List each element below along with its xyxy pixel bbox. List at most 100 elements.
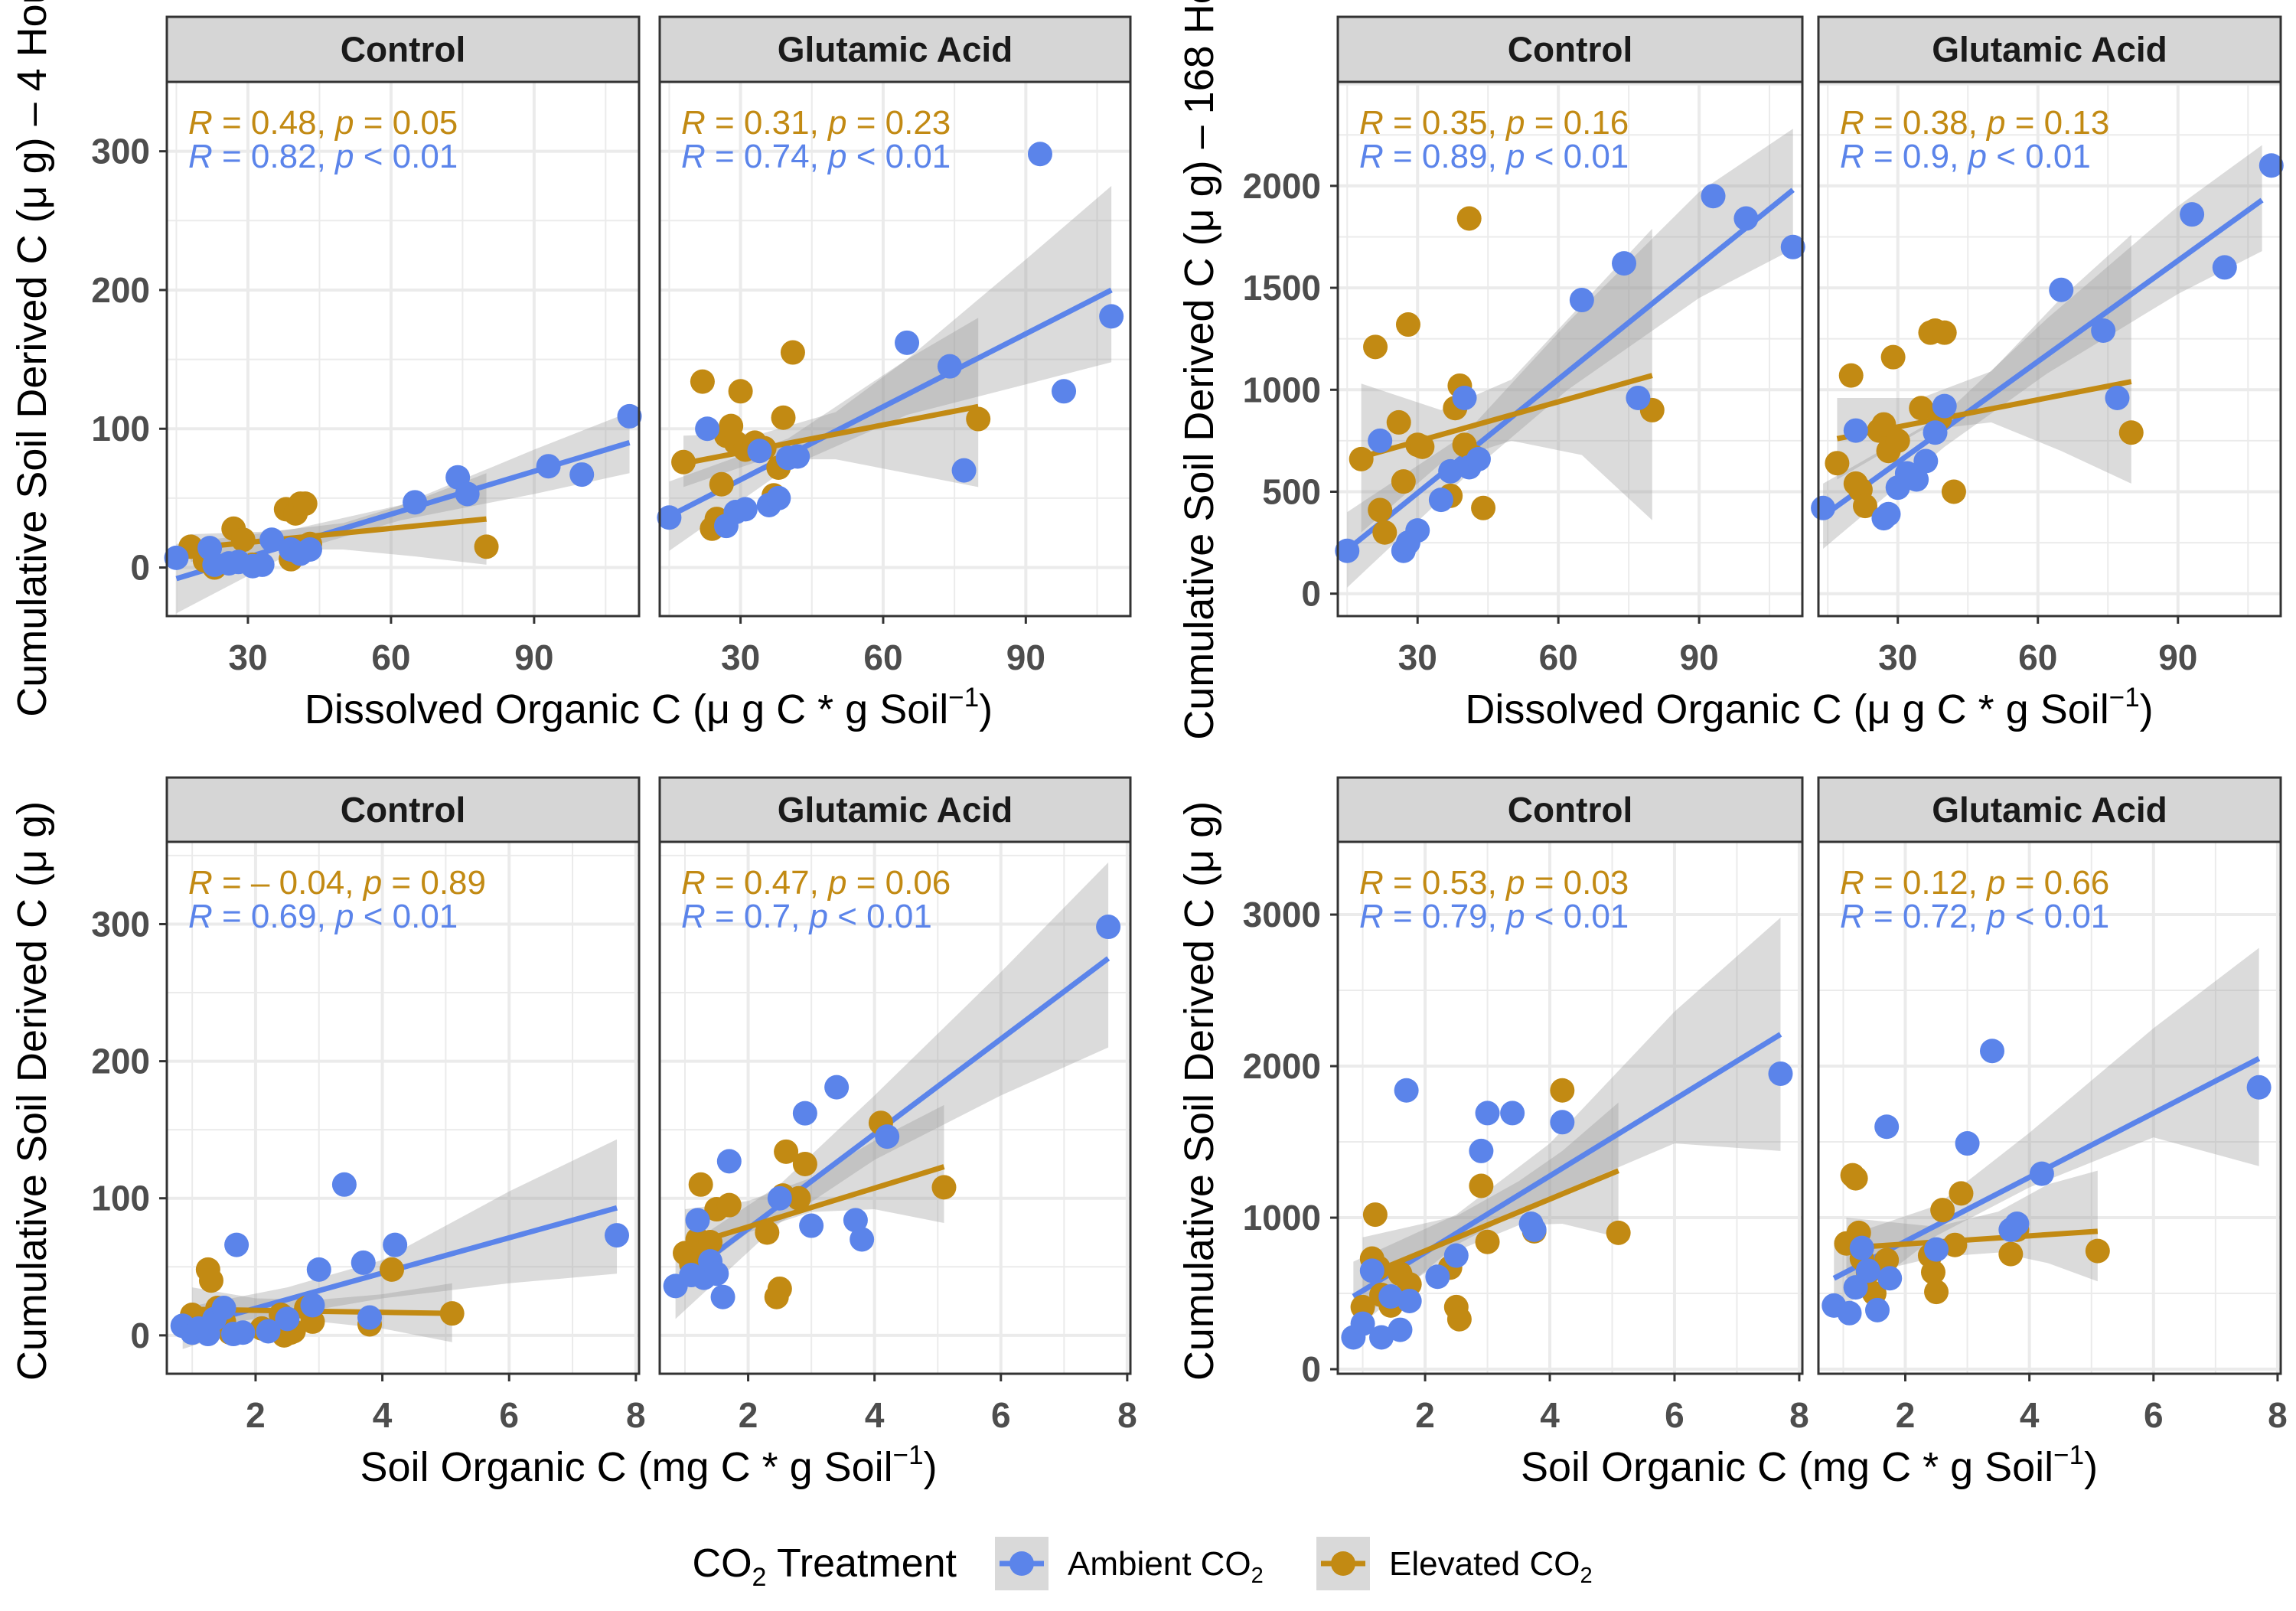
ambient-data-point: [2258, 153, 2284, 178]
ambient-data-point: [1099, 304, 1124, 329]
elevated-correlation-label: R = 0.35, p = 0.16: [1359, 104, 1629, 142]
elevated-data-point: [792, 1151, 817, 1176]
ambient-confidence-band: [1823, 145, 2262, 550]
panel-border: [1817, 840, 2282, 1375]
ambient-data-point: [1405, 518, 1430, 543]
elevated-data-point: [728, 379, 753, 404]
elevated-data-point: [1885, 428, 1910, 453]
elevated-data-point: [1930, 1198, 1955, 1223]
ambient-data-point: [300, 1293, 325, 1318]
elevated-data-point: [1838, 363, 1864, 388]
gridlines: [167, 81, 639, 616]
elevated-data-point: [1949, 1181, 1974, 1206]
elevated-data-point: [671, 449, 696, 474]
x-tick-label: 8: [2268, 1395, 2288, 1435]
gridlines: [1338, 82, 1802, 616]
y-tick-label: 0: [130, 1316, 150, 1355]
ambient-data-point: [1733, 206, 1759, 231]
x-tick-label: 30: [1878, 638, 1917, 677]
facet-control: Control R = – 0.04, p = 0.89R = 0.69, p <…: [91, 776, 646, 1435]
ambient-data-point: [695, 416, 720, 442]
elevated-data-point: [1456, 206, 1482, 231]
elevated-data-point: [709, 471, 734, 497]
ambient-data-point: [1913, 448, 1939, 474]
elevated-data-point: [2118, 420, 2144, 445]
facet-control: Control R = 0.53, p = 0.03R = 0.79, p < 0…: [1243, 776, 1809, 1435]
ambient-data-point: [2105, 385, 2130, 410]
facet-strip-label: Glutamic Acid: [1932, 30, 2167, 70]
elevated-data-point: [716, 1192, 742, 1218]
elevated-data-point: [1998, 1241, 2024, 1267]
ambient-data-point: [1843, 1275, 1868, 1300]
elevated-data-point: [1880, 344, 1906, 370]
ambient-data-point: [767, 1185, 792, 1211]
plot-background: [167, 842, 639, 1374]
ambient-data-point: [306, 1257, 331, 1282]
ambient-data-point: [224, 1232, 249, 1257]
x-tick-label: 90: [1680, 638, 1719, 677]
x-tick-label: 4: [373, 1395, 393, 1435]
elevated-confidence-band: [685, 1104, 944, 1281]
facet-glutamic-acid: Glutamic Acid R = 0.12, p = 0.66R = 0.72,…: [1817, 776, 2288, 1435]
y-tick-label: 2000: [1243, 1046, 1321, 1086]
ambient-data-point: [1425, 1264, 1450, 1290]
ambient-data-point: [256, 1319, 281, 1344]
elevated-data-point: [780, 340, 805, 365]
panel-border: [165, 840, 641, 1375]
elevated-data-point: [1550, 1078, 1575, 1103]
ambient-data-point: [1865, 1297, 1890, 1322]
x-axis-title: Soil Organic C (mg C * g Soil−1​): [1521, 1440, 2098, 1490]
x-axis-title: Soil Organic C (mg C * g Soil−1​): [360, 1440, 937, 1490]
elevated-data-point: [292, 491, 318, 517]
elevated-data-point: [1909, 396, 1934, 421]
elevated-data-point: [439, 1301, 465, 1326]
ambient-data-point: [1350, 1311, 1375, 1336]
ambient-data-point: [164, 545, 189, 570]
x-tick-label: 2: [739, 1395, 758, 1435]
legend-point-elevated: [1331, 1551, 1355, 1576]
x-tick-label: 6: [2144, 1395, 2164, 1435]
elevated-data-point: [1410, 434, 1435, 459]
x-tick-label: 2: [1415, 1395, 1435, 1435]
facet-strip-label: Control: [1508, 790, 1633, 830]
elevated-data-point: [1874, 1247, 1900, 1273]
ambient-data-point: [2246, 1075, 2272, 1100]
elevated-correlation-label: R = 0.12, p = 0.66: [1840, 864, 2109, 902]
ambient-data-point: [1980, 1039, 2005, 1064]
x-tick-label: 4: [1540, 1395, 1560, 1435]
ambient-data-point: [1394, 1078, 1419, 1103]
legend-key-elevated: [1316, 1537, 1370, 1590]
ambient-data-point: [617, 403, 642, 429]
facet-strip-label: Glutamic Acid: [778, 790, 1013, 830]
x-tick-label: 30: [1398, 638, 1437, 677]
x-tick-label: 2: [246, 1395, 266, 1435]
x-tick-label: 4: [865, 1395, 885, 1435]
facet-strip-label: Glutamic Acid: [778, 30, 1013, 70]
elevated-regression-line: [1846, 1228, 2099, 1251]
elevated-correlation-label: R = – 0.04, p = 0.89: [188, 864, 486, 902]
legend-title: CO2 Treatment: [693, 1541, 957, 1592]
elevated-data-point: [1941, 479, 1966, 504]
ambient-data-point: [1837, 1300, 1862, 1326]
elevated-correlation-label: R = 0.48, p = 0.05: [188, 104, 458, 142]
ambient-data-point: [732, 497, 758, 522]
y-tick-label: 0: [1301, 574, 1321, 614]
ambient-data-point: [1626, 385, 1651, 410]
ambient-data-point: [843, 1208, 868, 1233]
ambient-data-point: [1027, 142, 1052, 167]
panel-border: [658, 840, 1132, 1375]
y-tick-label: 1000: [1243, 1198, 1321, 1238]
ambient-data-point: [1500, 1101, 1525, 1126]
ambient-data-point: [1443, 1243, 1469, 1268]
legend-label-ambient: Ambient CO2​: [1068, 1545, 1264, 1588]
ambient-data-point: [1521, 1217, 1547, 1242]
gridlines: [1818, 842, 2281, 1374]
ambient-data-point: [824, 1075, 850, 1100]
ambient-data-point: [275, 1306, 300, 1332]
panel-border: [1336, 840, 1804, 1375]
elevated-data-point: [230, 527, 256, 553]
x-tick-label: 8: [1117, 1395, 1137, 1435]
x-tick-label: 90: [1006, 638, 1045, 677]
y-tick-label: 2000: [1243, 166, 1321, 206]
